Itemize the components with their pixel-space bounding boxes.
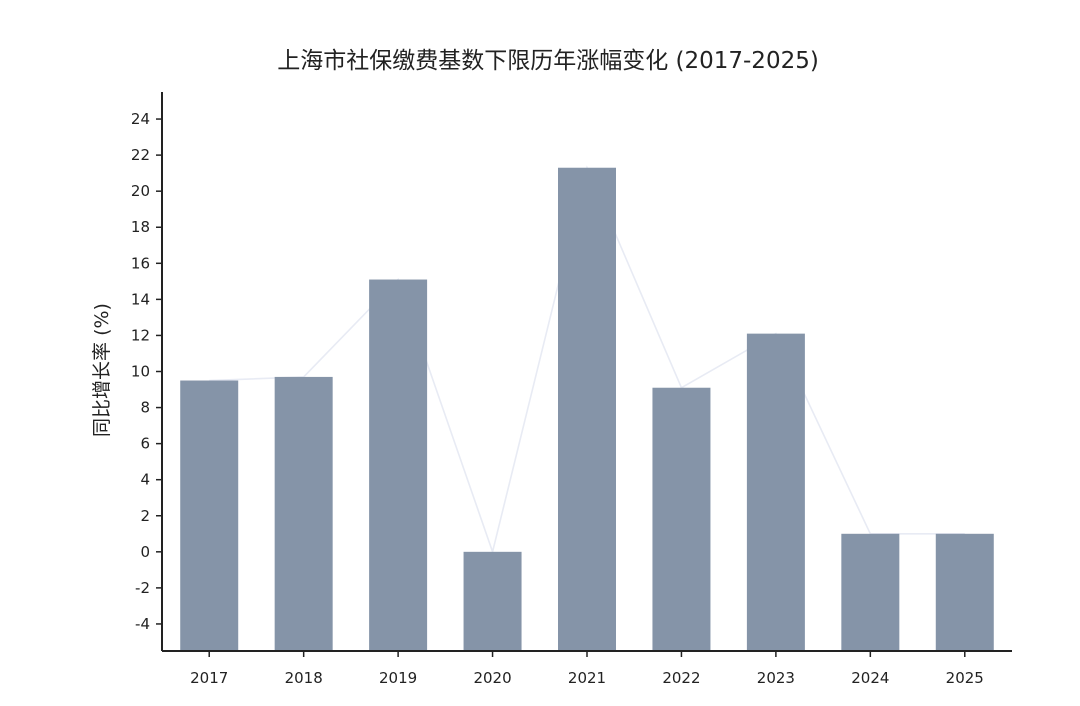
x-tick-label: 2022	[662, 669, 700, 687]
x-tick-label: 2020	[473, 669, 511, 687]
y-tick-label: 10	[131, 363, 150, 381]
bar-2022	[652, 387, 711, 651]
y-tick-label: 2	[140, 507, 150, 525]
y-tick-label: 6	[140, 435, 150, 453]
y-tick-label: 24	[131, 110, 150, 128]
bar-2025	[935, 533, 994, 651]
y-tick-label: 0	[140, 543, 150, 561]
x-tick-label: 2017	[190, 669, 228, 687]
y-axis-label: 同比增长率 (%)	[91, 303, 113, 437]
chart-title: 上海市社保缴费基数下限历年涨幅变化 (2017-2025)	[277, 48, 819, 74]
y-tick-label: 14	[131, 290, 150, 308]
y-tick-label: 8	[140, 399, 150, 417]
y-tick-label: 4	[140, 471, 150, 489]
bar-2021	[558, 167, 616, 652]
x-tick-label: 2018	[285, 669, 323, 687]
bar-2024	[841, 533, 900, 651]
y-tick-label: 16	[131, 254, 150, 272]
x-tick-label: 2025	[946, 669, 984, 687]
y-tick-label: -2	[135, 579, 150, 597]
y-tick-label: -4	[135, 615, 150, 633]
bar-2017	[180, 380, 239, 651]
bar-2023	[746, 333, 805, 651]
bar-2018	[274, 376, 333, 651]
y-tick-label: 12	[131, 326, 150, 344]
bar-2019	[369, 279, 428, 651]
x-tick-label: 2021	[568, 669, 606, 687]
x-tick-label: 2023	[757, 669, 795, 687]
bar-2020	[463, 551, 522, 651]
x-tick-label: 2019	[379, 669, 417, 687]
x-tick-label: 2024	[851, 669, 889, 687]
y-tick-label: 22	[131, 146, 150, 164]
y-tick-label: 20	[131, 182, 150, 200]
y-tick-label: 18	[131, 218, 150, 236]
